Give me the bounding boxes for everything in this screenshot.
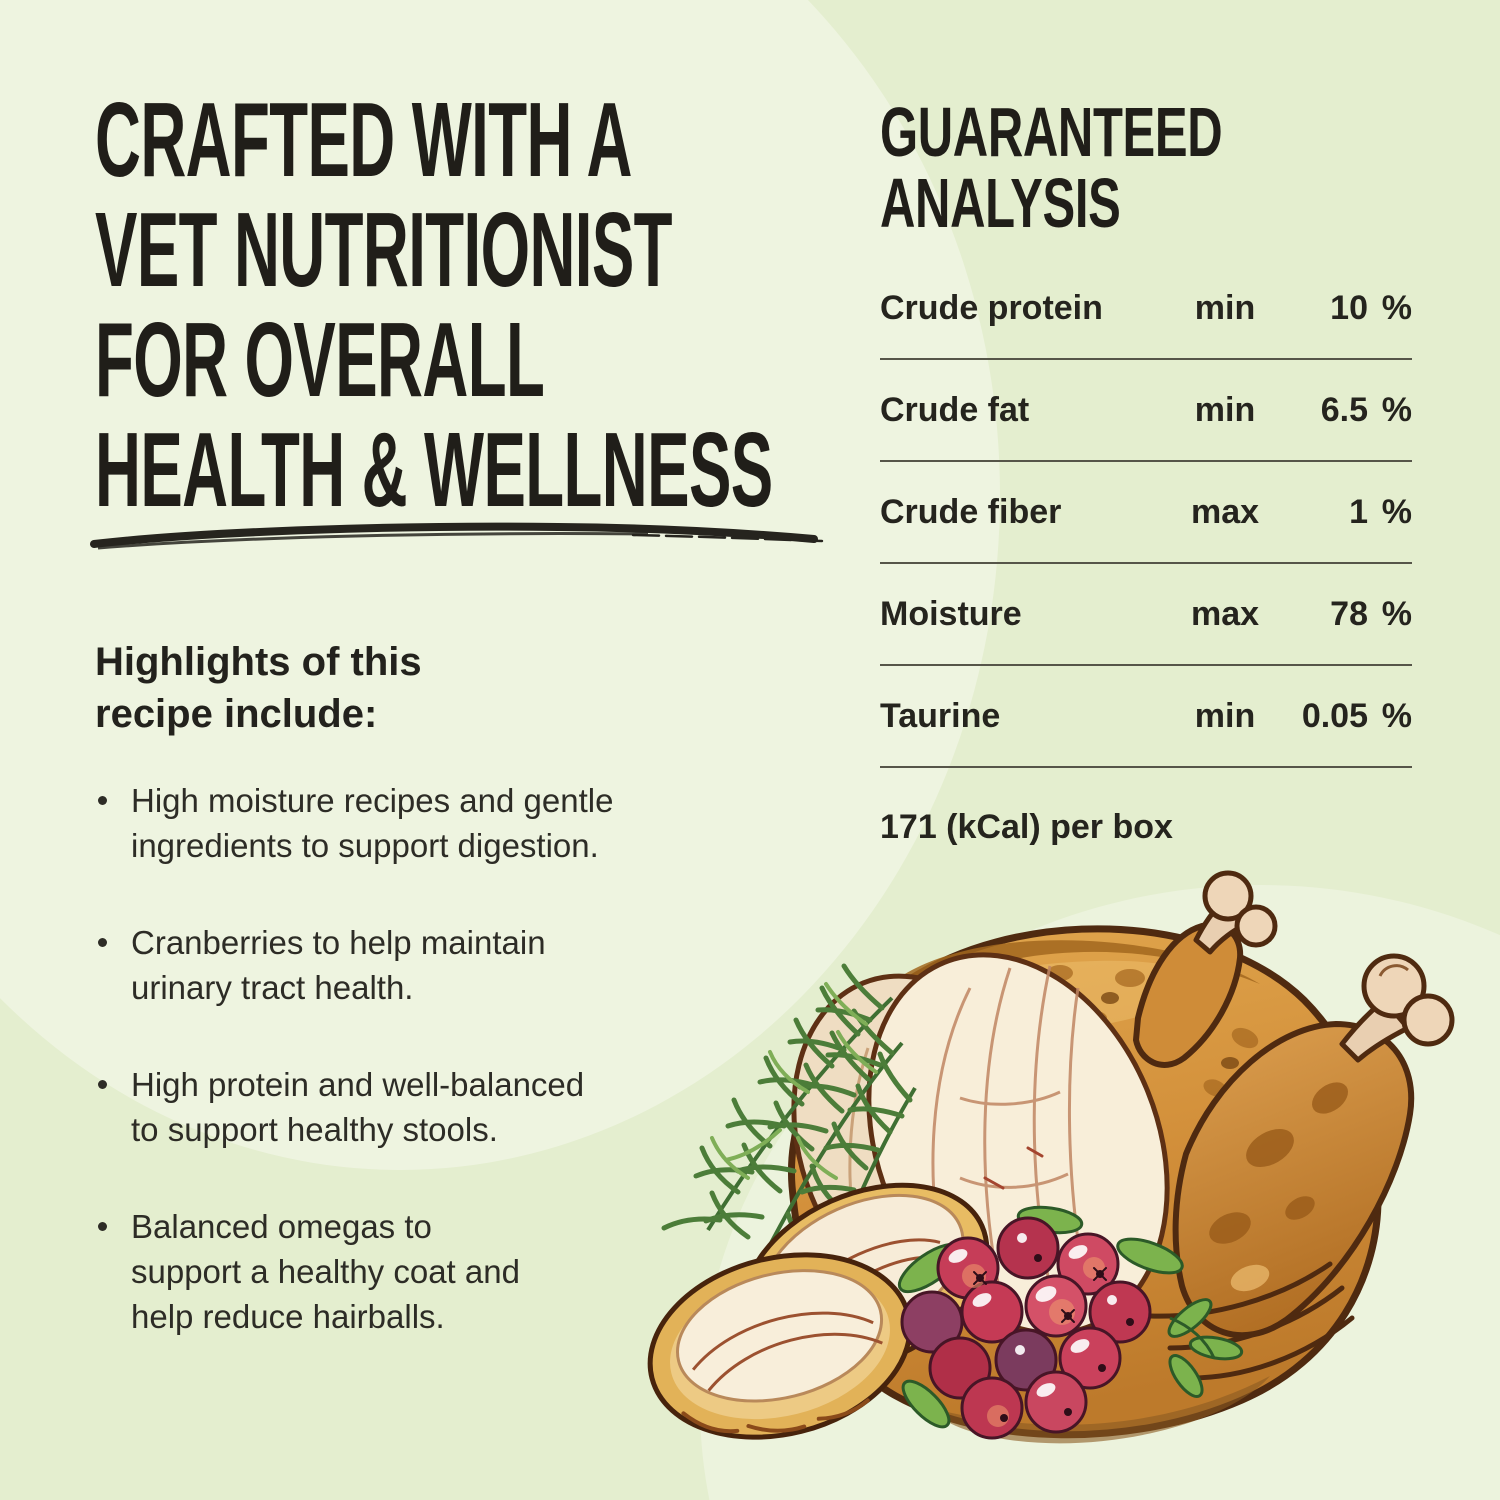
analysis-unit: % bbox=[1381, 696, 1412, 735]
analysis-title-line: GUARANTEED bbox=[880, 93, 1223, 171]
bullet-item: High moisture recipes and gentle ingredie… bbox=[95, 778, 613, 868]
analysis-label: Moisture bbox=[880, 594, 1022, 633]
calories-note: 171 (kCal) per box bbox=[880, 808, 1173, 846]
bullet-line: help reduce hairballs. bbox=[131, 1298, 445, 1335]
analysis-row: Taurine min 0.05% bbox=[880, 666, 1412, 768]
analysis-value: 78 bbox=[1330, 594, 1368, 633]
bullet-line: support a healthy coat and bbox=[131, 1253, 520, 1290]
analysis-unit: % bbox=[1381, 288, 1412, 327]
analysis-label: Crude fiber bbox=[880, 492, 1062, 531]
analysis-qualifier: max bbox=[1190, 492, 1260, 531]
analysis-qualifier: min bbox=[1194, 288, 1256, 327]
headline-line: VET NUTRITIONIST bbox=[95, 191, 673, 309]
bullet-item: Balanced omegas to support a healthy coat… bbox=[95, 1204, 613, 1339]
highlights-title-line: recipe include: bbox=[95, 692, 378, 736]
analysis-unit: % bbox=[1381, 594, 1412, 633]
analysis-value: 6.5 bbox=[1320, 390, 1368, 429]
analysis-label: Taurine bbox=[880, 696, 1001, 735]
analysis-title: GUARANTEED ANALYSIS bbox=[880, 93, 1223, 242]
analysis-value: 0.05 bbox=[1301, 696, 1368, 735]
analysis-row: Crude fiber max 1% bbox=[880, 462, 1412, 564]
analysis-table: Crude protein min 10% Crude fat min 6.5% Crude… bbox=[880, 258, 1412, 847]
bullet-line: Cranberries to help maintain bbox=[131, 924, 546, 961]
headline-underline bbox=[90, 522, 824, 550]
analysis-row: Moisture max 78% bbox=[880, 564, 1412, 666]
analysis-title-line: ANALYSIS bbox=[880, 164, 1121, 242]
analysis-qualifier: max bbox=[1190, 594, 1260, 633]
bullet-line: urinary tract health. bbox=[131, 969, 414, 1006]
bullet-line: High protein and well-balanced bbox=[131, 1066, 585, 1103]
highlights-title: Highlights of this recipe include: bbox=[95, 636, 422, 740]
analysis-label: Crude protein bbox=[880, 288, 1103, 327]
drumsticks bbox=[1132, 870, 1455, 1339]
bullet-line: to support healthy stools. bbox=[131, 1111, 498, 1148]
analysis-qualifier: min bbox=[1194, 390, 1256, 429]
turkey-illustration bbox=[647, 870, 1455, 1444]
analysis-value: 1 bbox=[1349, 492, 1368, 531]
analysis-unit: % bbox=[1381, 492, 1412, 531]
bullet-item: Cranberries to help maintain urinary trac… bbox=[95, 920, 613, 1010]
headline-line: HEALTH & WELLNESS bbox=[95, 411, 773, 529]
analysis-qualifier: min bbox=[1194, 696, 1256, 735]
analysis-unit: % bbox=[1381, 390, 1412, 429]
highlights-title-line: Highlights of this bbox=[95, 640, 422, 684]
highlights-list: High moisture recipes and gentle ingredie… bbox=[95, 778, 613, 1391]
cranberries bbox=[897, 1205, 1244, 1440]
bullet-line: High moisture recipes and gentle bbox=[131, 782, 614, 819]
bullet-line: Balanced omegas to bbox=[131, 1208, 432, 1245]
headline-line: CRAFTED WITH A bbox=[95, 81, 632, 199]
bullet-item: High protein and well-balanced to support… bbox=[95, 1062, 613, 1152]
analysis-value: 10 bbox=[1330, 288, 1368, 327]
bullet-line: ingredients to support digestion. bbox=[131, 827, 599, 864]
analysis-label: Crude fat bbox=[880, 390, 1030, 429]
analysis-row: Crude fat min 6.5% bbox=[880, 360, 1412, 462]
page-title: CRAFTED WITH A VET NUTRITIONIST FOR OVERAL… bbox=[95, 85, 773, 525]
analysis-row: Crude protein min 10% bbox=[880, 258, 1412, 360]
headline-line: FOR OVERALL bbox=[95, 301, 545, 419]
